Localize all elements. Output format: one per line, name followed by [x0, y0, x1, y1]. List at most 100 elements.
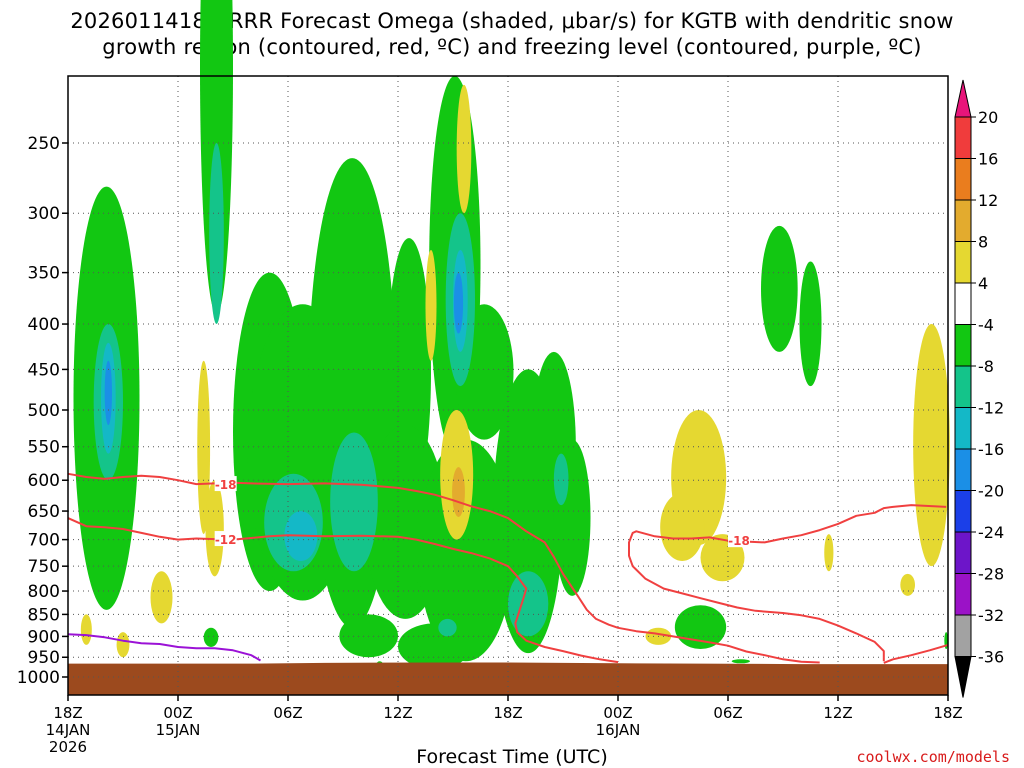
contour-line--12 — [883, 643, 949, 664]
omega-shade-region — [104, 360, 113, 426]
x-tick-label: 12Z — [823, 704, 852, 722]
colorbar-swatch — [954, 448, 972, 491]
ground-surface — [68, 662, 948, 695]
omega-shade-region — [197, 360, 211, 535]
colorbar-label: 20 — [978, 108, 998, 127]
contour-label: -18 — [728, 534, 750, 548]
x-tick-label: 18Z — [53, 704, 82, 722]
omega-shade-region — [674, 605, 727, 650]
omega-shade-region — [425, 249, 437, 361]
omega-shading-layer — [73, 0, 950, 670]
colorbar-swatch — [954, 490, 972, 533]
y-tick-label: 450 — [28, 360, 60, 380]
x-tick-date: 14JAN — [46, 721, 91, 739]
colorbar-swatch — [954, 199, 972, 242]
colorbar-label: -36 — [978, 648, 1004, 667]
y-tick-label: 650 — [28, 502, 60, 522]
colorbar-swatch — [954, 573, 972, 616]
omega-shade-region — [913, 324, 950, 567]
contour-label: -18 — [215, 478, 237, 492]
colorbar-label: -32 — [978, 606, 1004, 625]
y-tick-label: 500 — [28, 401, 60, 421]
y-tick-label: 950 — [28, 648, 60, 668]
omega-shade-region — [438, 618, 457, 637]
contour-layer: -18 -12 -18 — [67, 472, 949, 664]
colorbar-swatch — [954, 241, 972, 284]
y-tick-label: 700 — [28, 531, 60, 551]
contour-label-bg — [728, 532, 750, 548]
contour-line--18 — [67, 472, 820, 664]
colorbar-swatch — [954, 407, 972, 450]
contour-line--18 — [628, 504, 947, 662]
colorbar-swatch — [954, 531, 972, 574]
y-tick-label: 350 — [28, 264, 60, 284]
contour-label: -12 — [215, 533, 237, 547]
omega-shade-region — [508, 571, 549, 637]
x-tick-label: 00Z — [603, 704, 632, 722]
omega-shade-region — [209, 143, 224, 325]
omega-shade-region — [900, 573, 916, 596]
chart-title-line1: 2026011418 HRRR Forecast Omega (shaded, … — [70, 9, 954, 33]
colorbar-swatch — [954, 116, 972, 159]
colorbar-label: -16 — [978, 440, 1004, 459]
colorbar-label: 12 — [978, 191, 998, 210]
omega-shade-region — [799, 261, 822, 387]
colorbar-swatch — [954, 324, 972, 367]
omega-shade-region — [150, 571, 173, 624]
omega-shade-region — [80, 614, 92, 645]
y-tick-label: 250 — [28, 134, 60, 154]
colorbar-label: -12 — [978, 399, 1004, 418]
x-tick-date: 16JAN — [596, 721, 641, 739]
omega-shade-region — [416, 561, 424, 587]
omega-shade-region — [456, 84, 472, 214]
omega-shade-region — [660, 492, 705, 562]
colorbar-label: -20 — [978, 482, 1004, 501]
omega-shade-region — [330, 432, 378, 572]
y-tick-label: 900 — [28, 627, 60, 647]
y-tick-label: 550 — [28, 438, 60, 458]
x-tick-date: 15JAN — [156, 721, 201, 739]
colorbar-swatch — [954, 158, 972, 201]
omega-shade-region — [453, 272, 464, 334]
contour-label-bg — [214, 531, 237, 547]
colorbar-label: -24 — [978, 523, 1004, 542]
y-tick-label: 300 — [28, 204, 60, 224]
y-tick-label: 800 — [28, 582, 60, 602]
omega-shade-region — [205, 480, 224, 577]
omega-shade-region — [339, 614, 398, 658]
colorbar-label: -8 — [978, 357, 994, 376]
colorbar-label: -4 — [978, 316, 994, 335]
colorbar-swatch — [954, 614, 972, 657]
x-tick-year: 2026 — [49, 738, 87, 756]
y-tick-label: 600 — [28, 471, 60, 491]
colorbar: 20 16 12 8 4 -4 -8 -12 -16 -20 -24 -28 -32 -36 — [954, 79, 1004, 698]
ground-layer — [68, 662, 948, 695]
colorbar-top-arrow — [954, 79, 972, 118]
omega-shade-region — [203, 627, 219, 647]
omega-shade-region — [761, 225, 798, 352]
omega-shade-region — [553, 453, 569, 506]
chart-title-line2: growth region (contoured, red, ºC) and f… — [102, 35, 922, 59]
colorbar-label: 16 — [978, 150, 998, 169]
x-tick-label: 18Z — [493, 704, 522, 722]
omega-shade-region — [824, 534, 834, 572]
colorbar-swatch — [954, 282, 972, 325]
y-axis: 2503003504004505005506006507007508008509… — [17, 134, 68, 688]
y-tick-label: 750 — [28, 557, 60, 577]
x-tick-label: 12Z — [383, 704, 412, 722]
omega-shade-region — [116, 632, 130, 658]
colorbar-bottom-arrow — [954, 656, 972, 698]
x-tick-label: 06Z — [273, 704, 302, 722]
y-tick-label: 400 — [28, 315, 60, 335]
x-tick-label: 00Z — [163, 704, 192, 722]
contour-line--12 — [67, 517, 619, 664]
y-tick-label: 1000 — [17, 668, 60, 688]
contour-line-0 — [67, 633, 261, 662]
omega-shade-region — [398, 623, 472, 670]
y-tick-label: 850 — [28, 605, 60, 625]
watermark-text: coolwx.com/models — [856, 748, 1010, 766]
contour-label-bg — [214, 476, 237, 492]
colorbar-label: -28 — [978, 565, 1004, 584]
